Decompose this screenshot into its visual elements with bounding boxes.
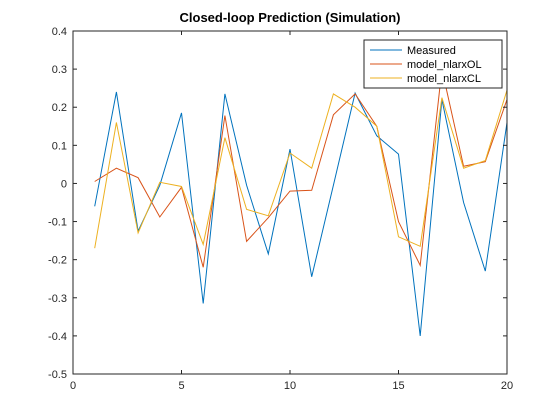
plot-lines (94, 68, 508, 336)
chart-title: Closed-loop Prediction (Simulation) (180, 10, 401, 25)
legend: Measured model_nlarxOL model_nlarxCL (363, 39, 503, 89)
y-tick-label: 0.3 (52, 64, 67, 76)
x-tick-label: 5 (178, 380, 184, 392)
y-tick-label: 0.2 (52, 102, 67, 114)
legend-label: Measured (407, 45, 456, 57)
y-tick-label: -0.5 (48, 369, 67, 381)
series-line-measured (94, 91, 508, 336)
y-axis: -0.5 -0.4 -0.3 -0.2 -0.1 0 0.1 0.2 0.3 0.4 (48, 26, 507, 381)
legend-label: model_nlarxCL (407, 73, 481, 85)
x-tick-label: 0 (70, 380, 76, 392)
legend-label: model_nlarxOL (407, 59, 482, 71)
y-tick-label: 0 (61, 178, 67, 190)
y-tick-label: -0.2 (48, 255, 67, 267)
series-line-model-nlarxol (94, 68, 508, 268)
y-tick-label: -0.4 (48, 331, 67, 343)
y-tick-label: 0.1 (52, 140, 67, 152)
y-tick-label: 0.4 (52, 26, 67, 38)
series-line-model-nlarxcl (94, 89, 508, 249)
x-tick-label: 20 (501, 380, 513, 392)
x-axis: 0 5 10 15 20 (70, 31, 513, 392)
x-tick-label: 15 (392, 380, 404, 392)
x-tick-label: 10 (284, 380, 296, 392)
y-tick-label: -0.1 (48, 217, 67, 229)
y-tick-label: -0.3 (48, 293, 67, 305)
